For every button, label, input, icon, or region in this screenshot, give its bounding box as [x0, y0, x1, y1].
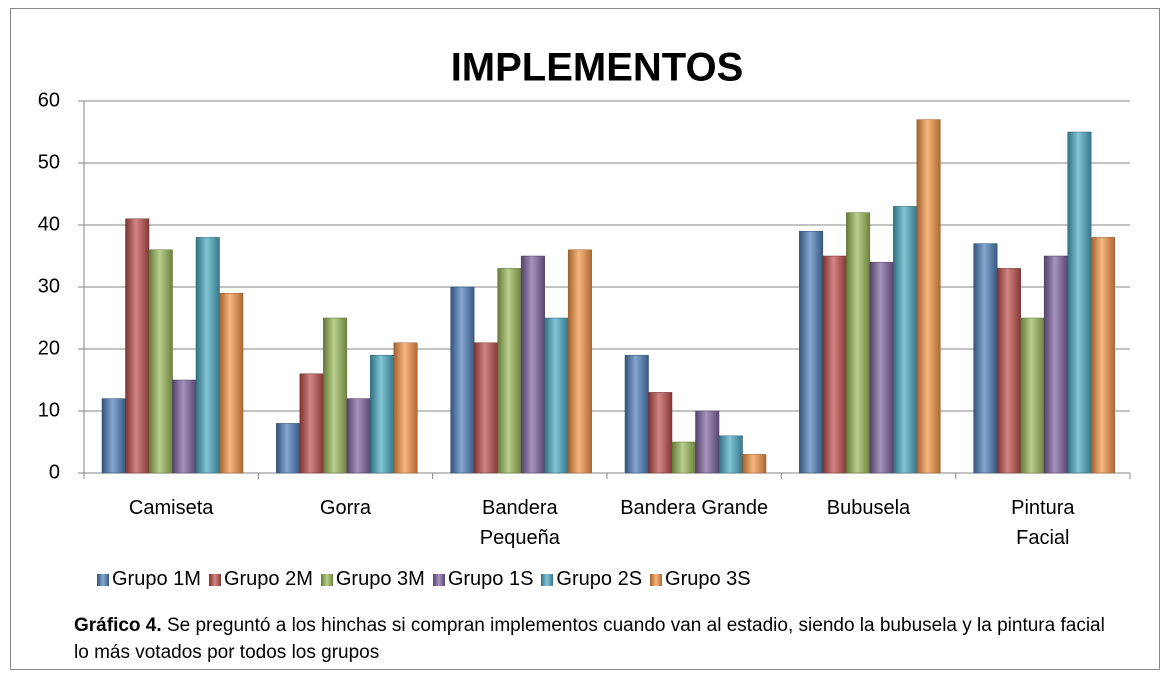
bar [497, 268, 522, 474]
y-tick-label: 40 [38, 213, 60, 235]
bar [346, 398, 371, 474]
bar [671, 441, 696, 474]
legend-label: Grupo 1M [112, 568, 201, 590]
bar [799, 230, 824, 474]
legend: Grupo 1M Grupo 2M Grupo 3M Grupo 1S Grupo 2S… [97, 568, 751, 591]
bar [1067, 131, 1092, 474]
bar [567, 249, 592, 474]
y-tick-label: 50 [38, 151, 60, 173]
bar [1020, 317, 1045, 474]
bar [101, 398, 126, 474]
bar [996, 268, 1021, 474]
legend-swatch [208, 573, 221, 586]
legend-item: Grupo 2S [541, 568, 642, 591]
chart-frame [10, 8, 1160, 670]
x-tick-label: Pintura Facial [1011, 497, 1075, 549]
x-tick-label: Bubusela [826, 497, 911, 519]
bar [219, 292, 244, 474]
caption-text: Se preguntó a los hinchas si compran imp… [74, 615, 1105, 663]
bar [393, 342, 418, 474]
caption-label: Gráfico 4. [74, 615, 162, 636]
legend-item: Grupo 1M [97, 568, 201, 591]
legend-label: Grupo 3S [665, 568, 751, 590]
bar [846, 212, 871, 474]
bar [148, 249, 173, 474]
y-tick-label: 60 [38, 89, 60, 111]
legend-swatch [650, 573, 663, 586]
y-tick-label: 10 [38, 399, 60, 421]
legend-item: Grupo 3S [650, 568, 751, 591]
bar [973, 243, 998, 474]
legend-label: Grupo 2M [223, 568, 313, 590]
x-tick-label: Bandera Grande [620, 497, 769, 519]
x-tick-label: Bandera Pequeña [479, 497, 560, 549]
legend-swatch [320, 573, 333, 586]
bar [1043, 255, 1068, 474]
legend-item: Grupo 1S [432, 568, 534, 591]
bar [195, 237, 220, 474]
chart-title: IMPLEMENTOS [451, 46, 744, 90]
legend-swatch [97, 573, 109, 586]
legend-swatch [432, 573, 445, 586]
x-tick-label: Gorra [319, 497, 372, 519]
bar [544, 317, 569, 474]
bar [520, 255, 545, 474]
caption: Gráfico 4. Se preguntó a los hinchas si … [74, 612, 1114, 666]
legend-label: Grupo 1S [447, 568, 534, 590]
bar [172, 379, 197, 474]
bar [742, 454, 767, 474]
legend-label: Grupo 3M [335, 568, 425, 590]
bar [718, 435, 743, 474]
y-tick-label: 20 [38, 337, 60, 359]
bar [299, 373, 324, 474]
bar [624, 354, 649, 474]
bar [450, 286, 475, 474]
legend-label: Grupo 2S [556, 568, 643, 590]
bar [648, 392, 673, 474]
x-tick-label: Camiseta [128, 497, 214, 519]
bar [276, 423, 301, 474]
bar [869, 261, 894, 474]
bar [916, 119, 941, 474]
bar [473, 342, 498, 474]
bar [370, 354, 395, 474]
bar [125, 218, 150, 474]
bar [695, 410, 720, 474]
legend-item: Grupo 3M [320, 568, 425, 591]
y-tick-label: 0 [49, 461, 60, 483]
bar [893, 206, 918, 474]
bar [323, 317, 348, 474]
legend-item: Grupo 2M [208, 568, 313, 591]
legend-swatch [541, 573, 554, 586]
y-tick-label: 30 [38, 275, 60, 297]
bar [822, 255, 847, 474]
bar [1090, 237, 1115, 474]
